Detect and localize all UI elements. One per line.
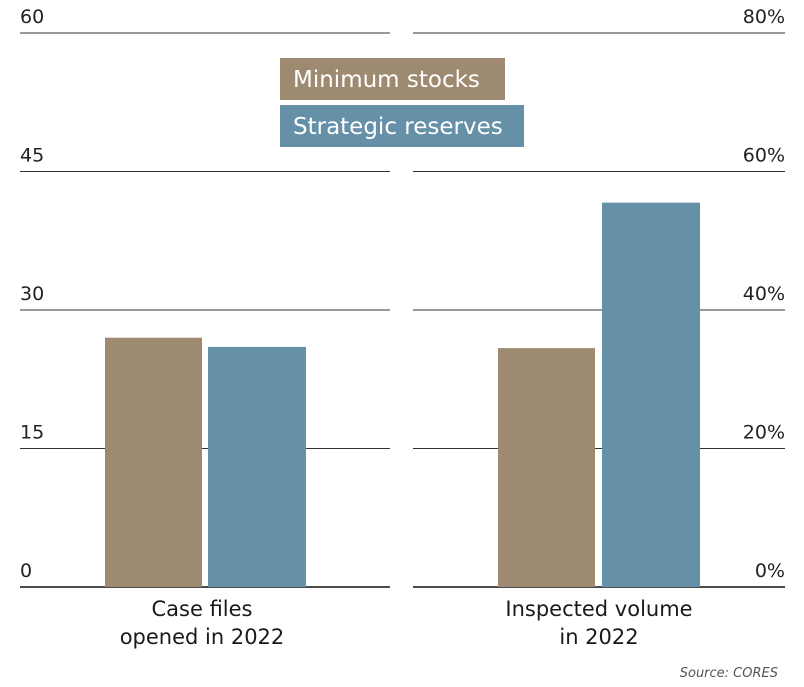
- y-tick-label: 60%: [743, 145, 785, 167]
- category-label: Case files: [152, 597, 253, 621]
- y-tick-label: 80%: [743, 6, 785, 28]
- source-note: Source: CORES: [680, 666, 778, 681]
- y-tick-label: 40%: [743, 283, 785, 305]
- chart-panel-inspected-volume: 0% 20% 40% 60% 80% Inspected volume in 2022: [413, 6, 785, 649]
- y-tick-label: 20%: [743, 422, 785, 444]
- y-tick-label: 30: [20, 283, 44, 305]
- bar-strategic-reserves: [602, 202, 700, 587]
- category-label: Inspected volume: [505, 597, 692, 621]
- category-label: in 2022: [559, 625, 638, 649]
- y-tick-label: 60: [20, 6, 44, 28]
- category-label: opened in 2022: [120, 625, 285, 649]
- y-tick-label: 0%: [755, 560, 785, 582]
- bar-strategic-reserves: [208, 346, 306, 587]
- y-tick-label: 45: [20, 145, 44, 167]
- y-tick-label: 15: [20, 422, 44, 444]
- y-tick-label: 0: [20, 560, 32, 582]
- legend-swatch-minimum-stocks: [280, 58, 505, 100]
- bar-minimum-stocks: [498, 348, 595, 587]
- legend-label-minimum-stocks: Minimum stocks: [293, 67, 480, 93]
- legend-label-strategic-reserves: Strategic reserves: [293, 114, 503, 140]
- bar-minimum-stocks: [105, 337, 202, 587]
- legend: Minimum stocks Strategic reserves: [280, 58, 524, 147]
- legend-swatch-strategic-reserves: [280, 105, 524, 147]
- chart-panel-case-files: 0 15 30 45 60 Case files opened in 2022: [20, 6, 390, 649]
